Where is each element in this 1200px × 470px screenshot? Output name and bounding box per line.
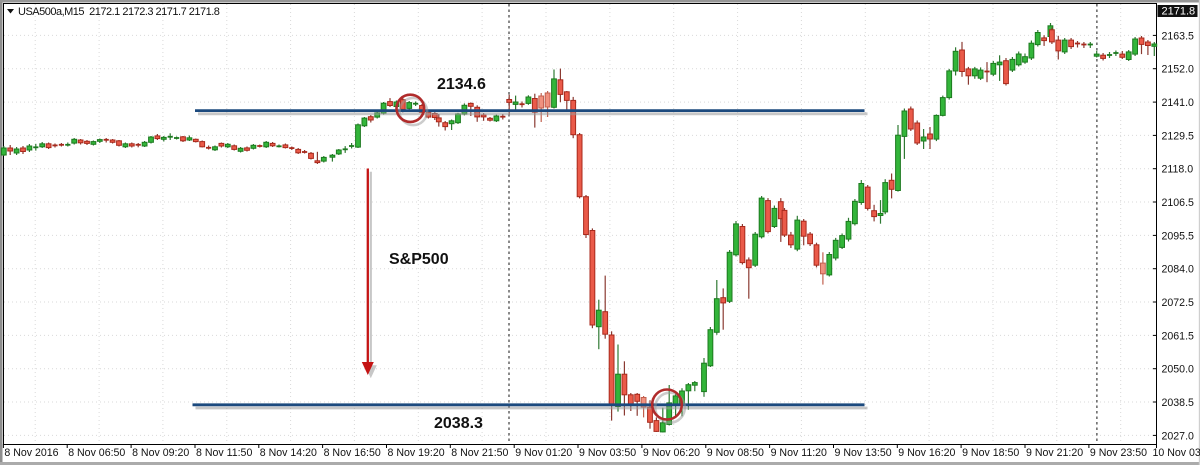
svg-text:2163.5: 2163.5 (1162, 30, 1195, 42)
svg-text:8 Nov 14:20: 8 Nov 14:20 (260, 447, 317, 459)
svg-text:2152.0: 2152.0 (1162, 64, 1195, 76)
svg-text:8 Nov 06:50: 8 Nov 06:50 (68, 447, 125, 459)
svg-text:2106.5: 2106.5 (1162, 197, 1195, 209)
svg-text:2095.5: 2095.5 (1162, 230, 1195, 242)
svg-text:USA500a,M15 2172.1 2172.3 217: USA500a,M15 2172.1 2172.3 2171.7 2171.8 (18, 6, 220, 18)
svg-text:8 Nov 11:50: 8 Nov 11:50 (196, 447, 252, 459)
svg-text:8 Nov 21:50: 8 Nov 21:50 (451, 447, 508, 459)
svg-text:2038.5: 2038.5 (1162, 397, 1195, 409)
svg-text:2061.5: 2061.5 (1162, 330, 1195, 342)
svg-text:9 Nov 16:20: 9 Nov 16:20 (898, 447, 955, 459)
svg-text:9 Nov 01:20: 9 Nov 01:20 (515, 447, 572, 459)
svg-text:2141.0: 2141.0 (1162, 97, 1195, 109)
svg-text:2129.5: 2129.5 (1162, 130, 1195, 142)
svg-text:2072.5: 2072.5 (1162, 297, 1195, 309)
svg-text:9 Nov 06:20: 9 Nov 06:20 (643, 447, 700, 459)
svg-text:8 Nov 2016: 8 Nov 2016 (4, 447, 58, 459)
svg-text:2171.8: 2171.8 (1162, 6, 1196, 18)
svg-text:9 Nov 03:50: 9 Nov 03:50 (579, 447, 636, 459)
svg-text:9 Nov 11:20: 9 Nov 11:20 (771, 447, 827, 459)
svg-text:10 Nov 03:50: 10 Nov 03:50 (1153, 447, 1200, 459)
svg-text:9 Nov 18:50: 9 Nov 18:50 (962, 447, 1019, 459)
svg-text:2134.6: 2134.6 (437, 76, 486, 93)
svg-text:9 Nov 21:20: 9 Nov 21:20 (1026, 447, 1083, 459)
svg-text:2050.0: 2050.0 (1162, 364, 1195, 376)
svg-text:8 Nov 19:20: 8 Nov 19:20 (388, 447, 445, 459)
svg-text:2118.0: 2118.0 (1162, 164, 1194, 176)
svg-text:2084.0: 2084.0 (1162, 264, 1195, 276)
svg-text:2038.3: 2038.3 (434, 415, 483, 432)
svg-text:S&P500: S&P500 (389, 251, 449, 268)
svg-text:9 Nov 13:50: 9 Nov 13:50 (835, 447, 892, 459)
svg-text:8 Nov 16:50: 8 Nov 16:50 (324, 447, 381, 459)
svg-text:2027.0: 2027.0 (1162, 430, 1195, 442)
svg-text:8 Nov 09:20: 8 Nov 09:20 (132, 447, 189, 459)
svg-text:9 Nov 23:50: 9 Nov 23:50 (1090, 447, 1147, 459)
svg-text:9 Nov 08:50: 9 Nov 08:50 (707, 447, 764, 459)
